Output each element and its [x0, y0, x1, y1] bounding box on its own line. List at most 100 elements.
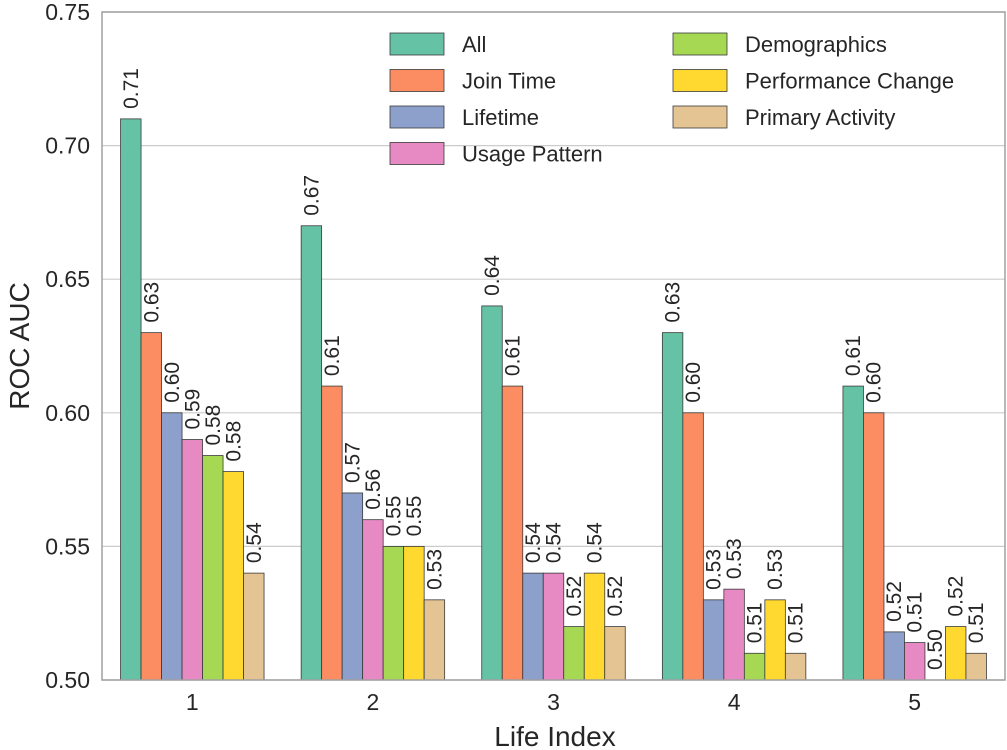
bar	[883, 631, 905, 681]
bar	[863, 412, 885, 681]
bar	[542, 572, 565, 681]
bar	[222, 471, 244, 681]
y-axis-label: ROC AUC	[4, 282, 35, 410]
data-label: 0.61	[502, 335, 525, 376]
bar	[423, 599, 446, 681]
bar	[583, 572, 606, 681]
legend-label: Primary Activity	[745, 105, 895, 130]
bar	[300, 225, 323, 681]
plot-frame	[101, 11, 1006, 681]
bar	[382, 546, 405, 681]
bar	[563, 626, 585, 681]
bar	[661, 332, 684, 681]
x-tick-label: 1	[186, 689, 199, 715]
bar	[243, 572, 265, 681]
legend-label: Join Time	[462, 69, 556, 94]
x-axis-label: Life Index	[494, 721, 615, 750]
bar	[403, 546, 425, 681]
x-tick-label: 2	[367, 689, 380, 715]
legend-swatch	[389, 69, 445, 92]
y-tick-label: 0.70	[45, 133, 90, 159]
bar	[362, 519, 384, 681]
legend-label: Usage Pattern	[462, 142, 603, 167]
y-tick-label: 0.50	[45, 667, 90, 693]
data-label: 0.52	[883, 581, 906, 622]
legend-swatch	[389, 32, 445, 56]
data-label: 0.51	[904, 592, 927, 633]
legend-swatch	[672, 32, 728, 56]
data-label: 0.60	[682, 362, 705, 403]
data-label: 0.59	[181, 389, 204, 430]
y-tick-label: 0.55	[45, 533, 90, 559]
data-label: 0.57	[341, 442, 364, 483]
legend-swatch	[672, 105, 728, 129]
data-label: 0.51	[785, 602, 808, 643]
bar	[842, 385, 864, 681]
data-label: 0.61	[842, 335, 865, 376]
bar	[321, 385, 343, 681]
legend-swatch	[389, 105, 445, 129]
bar	[604, 626, 626, 681]
data-label: 0.58	[202, 405, 225, 446]
legend-swatch	[389, 142, 445, 165]
y-tick-label: 0.60	[45, 400, 90, 426]
bar	[743, 652, 766, 681]
bar	[140, 332, 162, 681]
bars	[120, 118, 987, 681]
y-tick-label: 0.75	[45, 0, 90, 25]
bar	[341, 492, 364, 681]
data-label: 0.52	[604, 576, 627, 617]
bar	[702, 599, 725, 681]
bar	[481, 305, 503, 681]
data-label: 0.53	[764, 549, 787, 590]
bar	[965, 652, 987, 681]
data-label: 0.51	[965, 602, 988, 643]
legend-swatch	[672, 69, 728, 92]
x-tick-label: 4	[728, 689, 741, 715]
axes	[101, 11, 1006, 681]
data-label: 0.60	[161, 362, 184, 403]
legend-label: Demographics	[745, 32, 887, 57]
bar	[682, 412, 704, 681]
data-label: 0.56	[362, 469, 385, 510]
bar	[161, 412, 183, 681]
data-label: 0.54	[584, 522, 607, 563]
bar	[522, 572, 544, 681]
data-label: 0.52	[563, 576, 586, 617]
bar	[202, 455, 224, 681]
data-label: 0.55	[403, 496, 426, 537]
y-tick-label: 0.65	[45, 266, 90, 292]
data-label: 0.54	[522, 522, 545, 563]
data-label: 0.64	[481, 255, 504, 296]
bar	[120, 118, 142, 681]
data-label: 0.52	[945, 576, 968, 617]
tick-labels: 0.50 0.55 0.60 0.65 0.70 0.75 1 2 3 4 5	[45, 0, 921, 715]
data-labels: 0.710.630.600.590.580.580.540.670.610.57…	[120, 68, 988, 670]
data-label: 0.50	[924, 629, 947, 670]
data-label: 0.63	[140, 282, 163, 323]
data-label: 0.51	[744, 602, 767, 643]
x-tick-label: 3	[547, 689, 560, 715]
data-label: 0.61	[321, 335, 344, 376]
data-label: 0.53	[723, 538, 746, 579]
legend: All Join Time Lifetime Usage Pattern Demogra…	[389, 32, 954, 167]
bar	[764, 599, 786, 681]
legend-label: Performance Change	[745, 69, 954, 94]
data-label: 0.60	[863, 362, 886, 403]
data-label: 0.53	[423, 549, 446, 590]
bar	[723, 588, 745, 681]
data-label: 0.53	[703, 549, 726, 590]
bar	[784, 652, 807, 681]
data-label: 0.71	[120, 68, 143, 109]
legend-label: Lifetime	[462, 105, 539, 130]
data-label: 0.58	[222, 421, 245, 462]
bar	[501, 385, 524, 681]
data-label: 0.54	[243, 522, 266, 563]
data-label: 0.55	[382, 496, 405, 537]
bar	[904, 642, 926, 681]
x-tick-label: 5	[908, 689, 921, 715]
bar	[945, 626, 967, 681]
data-label: 0.67	[300, 175, 323, 216]
data-label: 0.63	[662, 282, 685, 323]
